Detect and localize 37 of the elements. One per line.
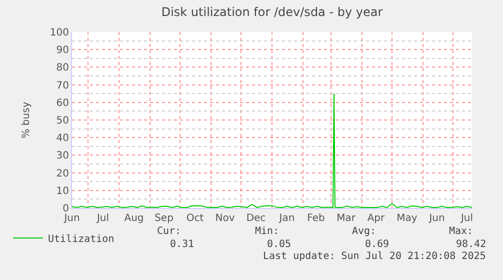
y-tick-label: 0: [62, 204, 69, 214]
y-tick-label: 50: [56, 116, 69, 126]
y-tick-label: 90: [56, 45, 69, 56]
text: 0.31: [170, 239, 194, 250]
text: 98.42: [456, 239, 486, 250]
chart-title: Disk utilization for /dev/sda - by year: [161, 5, 383, 20]
x-tick-label: Jun: [63, 213, 80, 224]
text: Cur:: [157, 226, 182, 237]
y-tick-label: 40: [56, 133, 69, 144]
x-tick-label: Oct: [186, 213, 204, 224]
y-tick-label: 100: [50, 28, 69, 38]
x-tick-label: Jul: [460, 213, 474, 224]
text: Last update: Sun Jul 20 21:20:08 2025: [263, 251, 486, 262]
x-tick-label: Aug: [124, 213, 144, 224]
text: Min:: [255, 226, 280, 237]
x-tick-label: Mar: [336, 213, 356, 224]
legend-label: Utilization: [48, 234, 114, 245]
text: 0.69: [365, 239, 390, 250]
text: 0.05: [267, 239, 292, 250]
x-tick-label: Apr: [367, 213, 386, 224]
x-tick-label: May: [396, 213, 418, 224]
x-tick-label: Jul: [96, 213, 110, 224]
y-tick-label: 20: [56, 168, 69, 180]
y-tick-label: 10: [56, 186, 69, 197]
y-tick-label: 70: [56, 80, 69, 92]
text: Avg:: [352, 226, 376, 237]
x-tick-label: Feb: [307, 213, 325, 224]
y-axis-title: % busy: [20, 102, 32, 138]
y-tick-label: 30: [56, 150, 69, 162]
x-tick-label: Jun: [428, 213, 445, 224]
x-tick-label: Jan: [278, 213, 295, 224]
y-tick-label: 60: [56, 98, 69, 109]
x-tick-label: Sep: [154, 213, 174, 224]
y-tick-label: 80: [56, 62, 69, 74]
x-tick-label: Nov: [215, 213, 235, 224]
x-tick-label: Dec: [246, 213, 266, 224]
text: Max:: [449, 226, 474, 237]
